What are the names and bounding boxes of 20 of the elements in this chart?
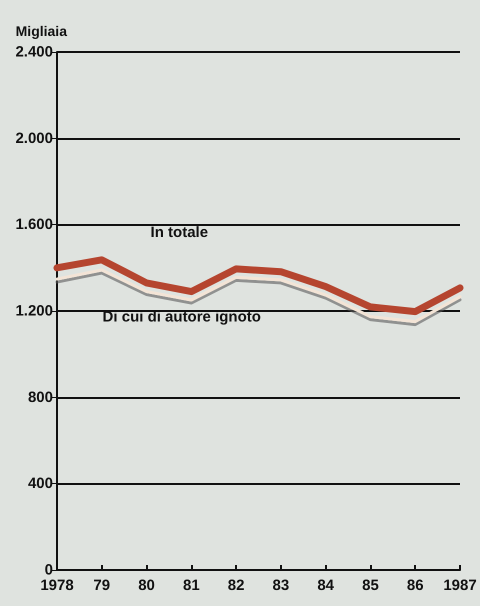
y-tick-label: 2.400 [15, 44, 53, 60]
x-tick-label: 85 [362, 577, 379, 594]
y-tick-label: 0 [44, 562, 53, 578]
y-tick-label: 400 [28, 475, 53, 492]
y-tick-label: 2.000 [15, 130, 53, 147]
x-tick-label: 1987 [443, 577, 477, 594]
x-tick-label: 81 [182, 577, 200, 594]
x-tick-label: 86 [406, 577, 424, 594]
x-tick-label: 83 [272, 577, 290, 594]
x-tick-label: 82 [228, 577, 244, 594]
y-tick-label: 1.600 [15, 216, 53, 234]
x-tick-label: 84 [317, 577, 335, 594]
x-tick-label: 79 [93, 577, 110, 594]
line-series [56, 268, 462, 324]
text: In totale [150, 224, 208, 241]
y-axis-title: Migliaia [16, 23, 68, 39]
x-tick-label: 1978 [40, 577, 74, 594]
y-tick-label: 800 [28, 388, 53, 406]
y-tick-label: 1.200 [15, 302, 53, 320]
x-tick-label: 80 [138, 577, 155, 594]
